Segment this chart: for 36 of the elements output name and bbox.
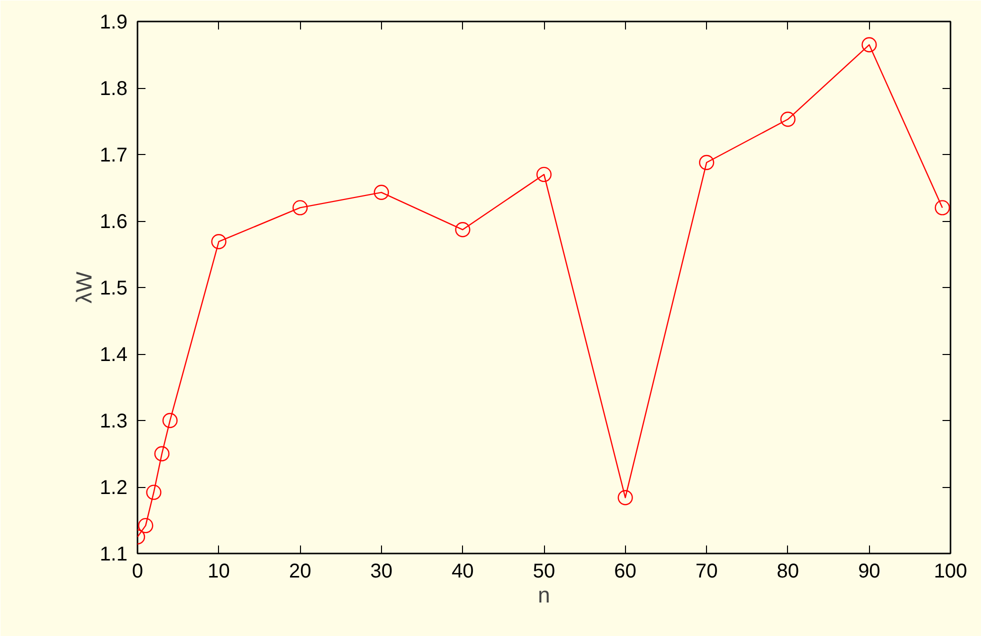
- point: [780, 112, 796, 127]
- point: [146, 484, 162, 500]
- x-tick-label: 80: [776, 560, 800, 582]
- y-axis-title: λW: [72, 271, 96, 304]
- point: [292, 200, 308, 216]
- x-tick-label: 0: [132, 560, 144, 582]
- x-tick-label: 20: [288, 560, 312, 582]
- point: [154, 446, 170, 462]
- point: [138, 518, 154, 534]
- point: [162, 412, 178, 428]
- point: [455, 222, 470, 238]
- y-tick-label: 1.6: [100, 211, 128, 233]
- point: [374, 184, 389, 200]
- y-tick-label: 1.2: [100, 477, 128, 499]
- y-tick-label: 1.5: [100, 278, 128, 300]
- y-tick-label: 1.3: [100, 410, 128, 432]
- x-tick-label: 60: [614, 560, 636, 582]
- point: [536, 166, 552, 182]
- x-axis-title: n: [538, 582, 550, 608]
- x-tick-label: 90: [858, 560, 880, 582]
- x-tick-label: 40: [452, 560, 474, 582]
- y-tick-label: 1.1: [100, 544, 128, 566]
- x-tick-label: 50: [532, 560, 556, 582]
- point: [862, 37, 877, 52]
- x-tick-label: 70: [695, 560, 718, 582]
- point: [618, 490, 633, 506]
- x-tick-label: 10: [208, 560, 230, 582]
- y-tick-label: 1.9: [100, 12, 128, 34]
- x-tick-label: 100: [934, 560, 968, 582]
- point: [699, 154, 714, 170]
- y-tick-label: 1.4: [100, 344, 128, 366]
- y-tick-label: 1.8: [100, 78, 128, 100]
- x-tick-label: 30: [370, 560, 393, 582]
- y-tick-label: 1.7: [100, 144, 128, 166]
- point: [934, 200, 950, 216]
- point: [211, 234, 226, 250]
